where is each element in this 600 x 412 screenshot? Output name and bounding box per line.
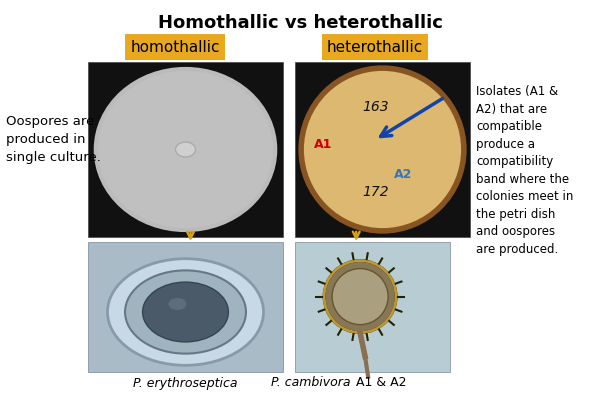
- Ellipse shape: [96, 69, 275, 230]
- Bar: [88, 62, 283, 237]
- Text: Isolates (A1 &
A2) that are
compatible
produce a
compatibility
band where the
co: Isolates (A1 & A2) that are compatible p…: [476, 85, 574, 255]
- Ellipse shape: [143, 282, 229, 342]
- Ellipse shape: [301, 68, 464, 231]
- Text: A1: A1: [314, 138, 332, 150]
- Text: A1 & A2: A1 & A2: [356, 377, 407, 389]
- Text: 172: 172: [362, 185, 389, 199]
- Ellipse shape: [107, 259, 263, 365]
- Text: P. erythroseptica: P. erythroseptica: [133, 377, 238, 389]
- Ellipse shape: [169, 298, 187, 310]
- Text: A2: A2: [394, 168, 413, 180]
- Ellipse shape: [324, 261, 396, 332]
- Text: Homothallic vs heterothallic: Homothallic vs heterothallic: [158, 14, 442, 32]
- Ellipse shape: [176, 142, 196, 157]
- Ellipse shape: [332, 269, 388, 325]
- Text: heterothallic: heterothallic: [327, 40, 423, 54]
- Bar: [295, 242, 450, 372]
- Text: 163: 163: [362, 100, 389, 114]
- Text: P. cambivora: P. cambivora: [271, 377, 355, 389]
- Bar: [295, 62, 470, 237]
- Text: Oospores are
produced in
single culture.: Oospores are produced in single culture.: [6, 115, 101, 164]
- Bar: [88, 242, 283, 372]
- Text: homothallic: homothallic: [130, 40, 220, 54]
- Ellipse shape: [125, 270, 246, 353]
